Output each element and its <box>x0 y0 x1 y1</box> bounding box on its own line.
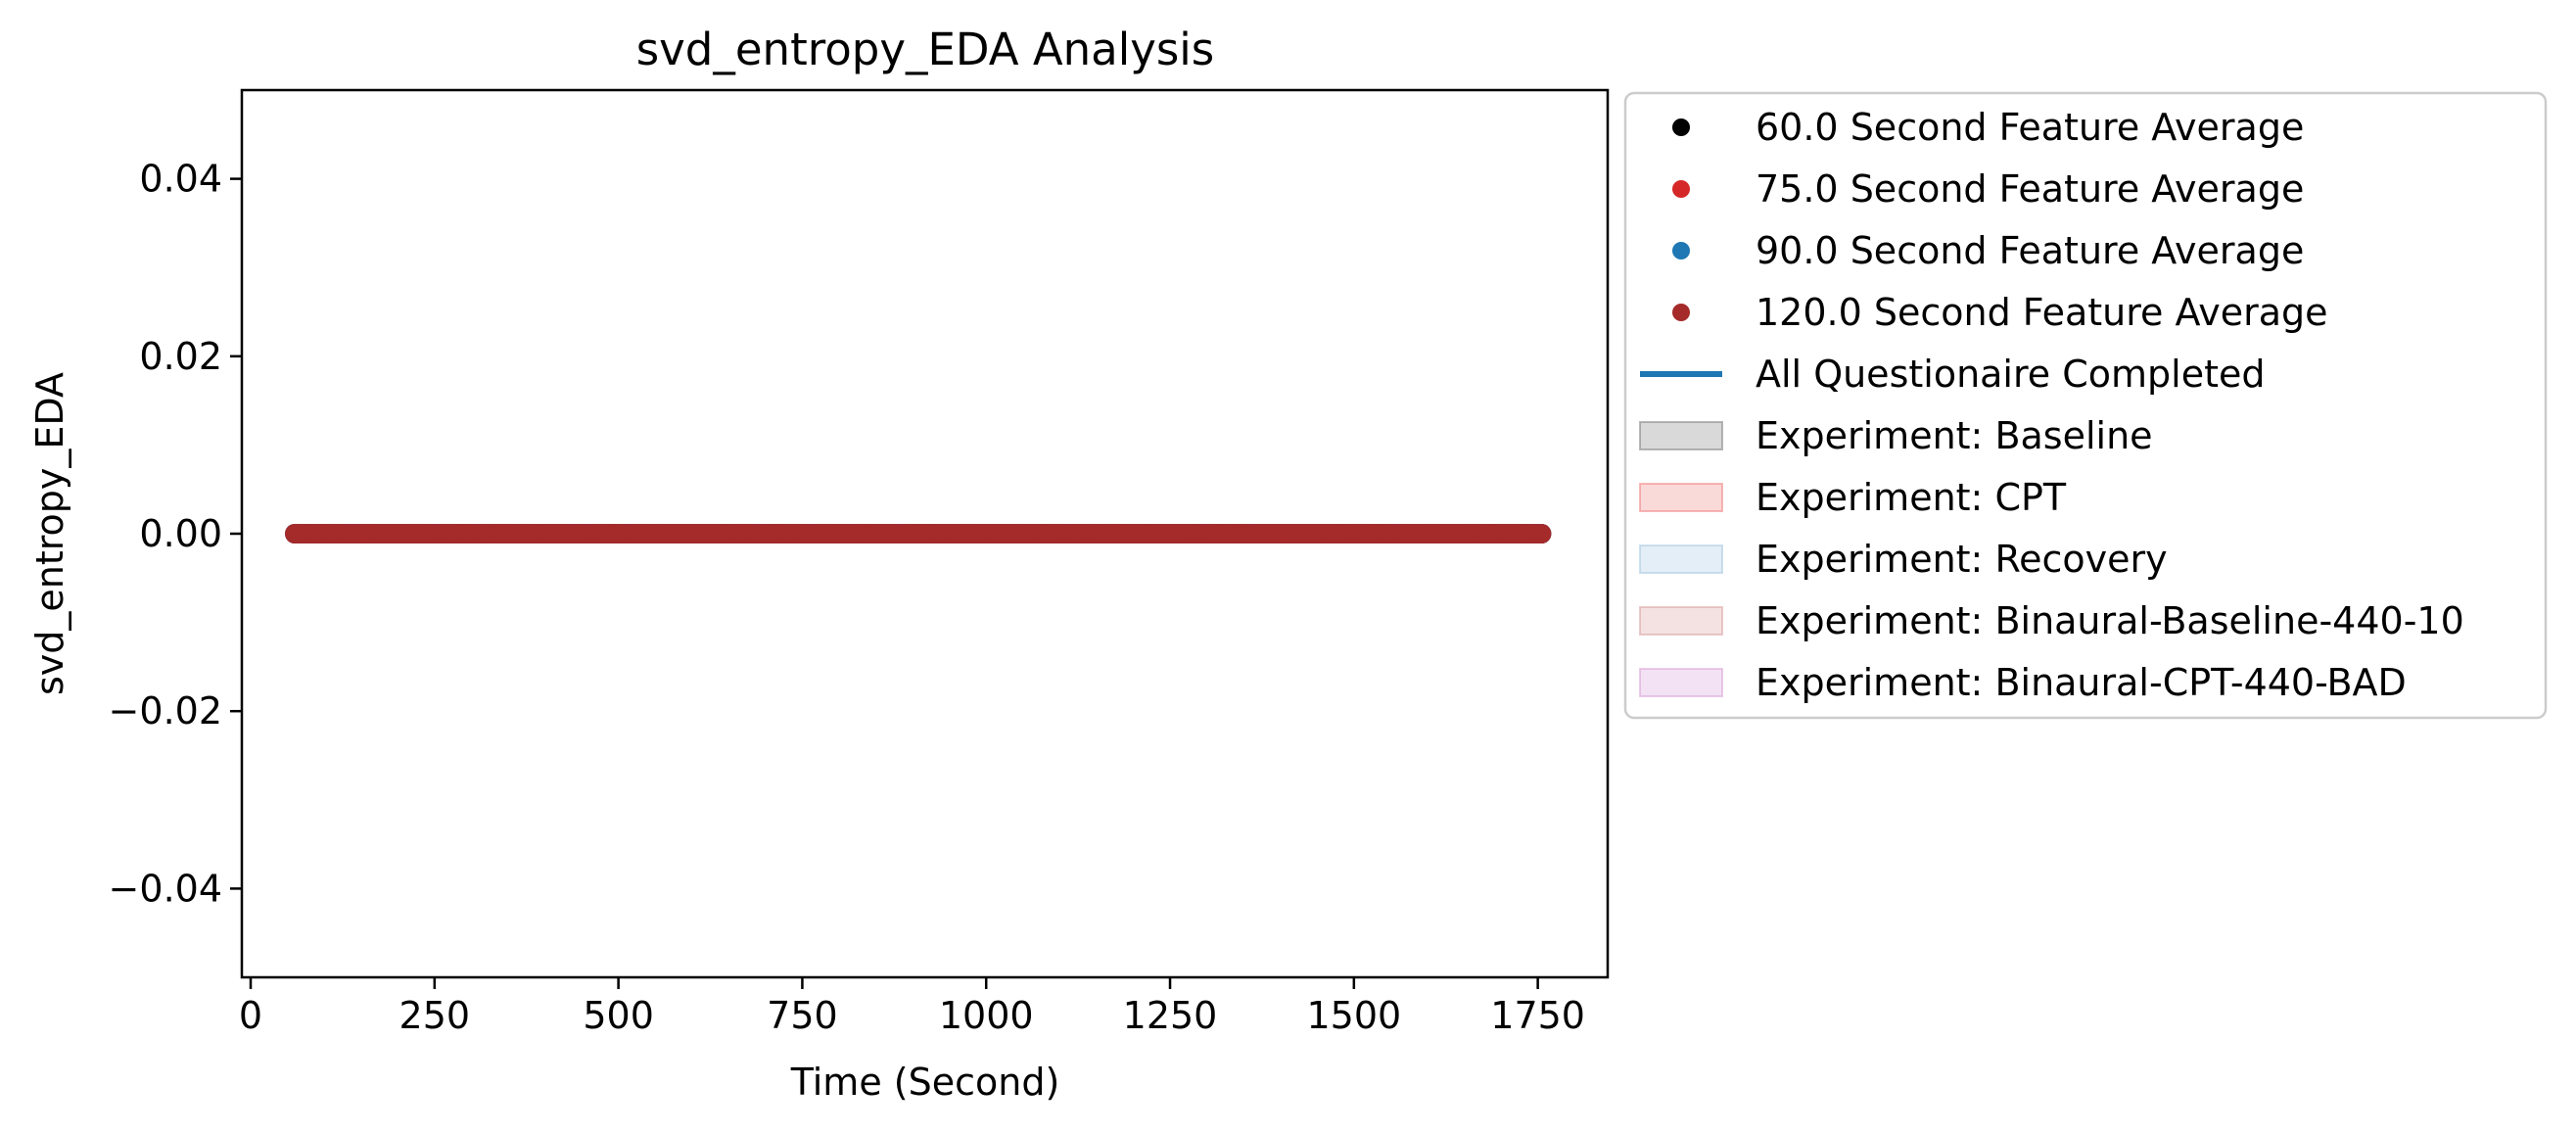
x-tick-label: 500 <box>583 994 654 1037</box>
legend-label: 90.0 Second Feature Average <box>1756 229 2304 272</box>
legend-item: Experiment: Binaural-Baseline-440-10 <box>1639 599 2464 642</box>
legend-item: 90.0 Second Feature Average <box>1672 229 2304 272</box>
plot-area <box>240 88 1610 979</box>
legend-items: 60.0 Second Feature Average 75.0 Second F… <box>1639 106 2464 704</box>
legend-marker <box>1672 118 1690 136</box>
x-axis: 0 250 500 750 1000 1250 1500 1750 <box>239 977 1585 1037</box>
x-tick-label: 1250 <box>1123 994 1218 1037</box>
legend-item: Experiment: Binaural-CPT-440-BAD <box>1639 661 2407 704</box>
legend-patch <box>1639 421 1723 450</box>
legend-marker <box>1672 180 1690 198</box>
legend-label: Experiment: CPT <box>1756 476 2067 519</box>
x-axis-label: Time (Second) <box>790 1061 1060 1104</box>
legend-patch <box>1639 544 1723 574</box>
legend-item: 60.0 Second Feature Average <box>1672 106 2304 149</box>
y-tick-label: −0.04 <box>109 867 222 910</box>
x-tick-label: 1500 <box>1306 994 1401 1037</box>
legend-frame <box>1623 91 2548 720</box>
legend-patch <box>1639 483 1723 512</box>
legend-marker <box>1672 304 1690 321</box>
scatter-marks <box>285 524 1552 543</box>
y-axis: 0.04 0.02 0.00 −0.02 −0.04 <box>109 158 242 910</box>
y-tick-label: 0.00 <box>139 512 222 555</box>
legend-label: Experiment: Binaural-Baseline-440-10 <box>1756 599 2464 642</box>
legend-label: Experiment: Binaural-CPT-440-BAD <box>1756 661 2407 704</box>
scatter-point <box>1531 524 1552 543</box>
legend-item: Experiment: CPT <box>1639 476 2067 519</box>
y-tick-label: −0.02 <box>109 689 222 732</box>
series-4-points <box>285 524 1552 543</box>
legend-item: All Questionaire Completed <box>1640 353 2266 396</box>
legend-label: 60.0 Second Feature Average <box>1756 106 2304 149</box>
legend-item: Experiment: Recovery <box>1639 538 2168 581</box>
legend-item: 120.0 Second Feature Average <box>1672 291 2328 334</box>
legend-patch <box>1639 606 1723 636</box>
x-tick-label: 1000 <box>939 994 1034 1037</box>
legend-label: 120.0 Second Feature Average <box>1756 291 2328 334</box>
x-tick-label: 1750 <box>1490 994 1585 1037</box>
legend-patch <box>1639 668 1723 697</box>
x-tick-label: 750 <box>767 994 838 1037</box>
x-tick-label: 250 <box>399 994 471 1037</box>
legend: 60.0 Second Feature Average 75.0 Second F… <box>1623 91 2548 720</box>
legend-item: 75.0 Second Feature Average <box>1672 167 2304 211</box>
legend-label: Experiment: Recovery <box>1756 538 2168 581</box>
y-tick-label: 0.04 <box>139 158 222 201</box>
y-tick-label: 0.02 <box>139 335 222 378</box>
legend-marker <box>1672 242 1690 260</box>
legend-label: All Questionaire Completed <box>1756 353 2266 396</box>
legend-item: Experiment: Baseline <box>1639 414 2153 457</box>
legend-label: 75.0 Second Feature Average <box>1756 167 2304 211</box>
y-axis-label: svd_entropy_EDA <box>28 372 71 695</box>
chart-title: svd_entropy_EDA Analysis <box>636 24 1215 75</box>
legend-label: Experiment: Baseline <box>1756 414 2153 457</box>
x-tick-label: 0 <box>239 994 262 1037</box>
